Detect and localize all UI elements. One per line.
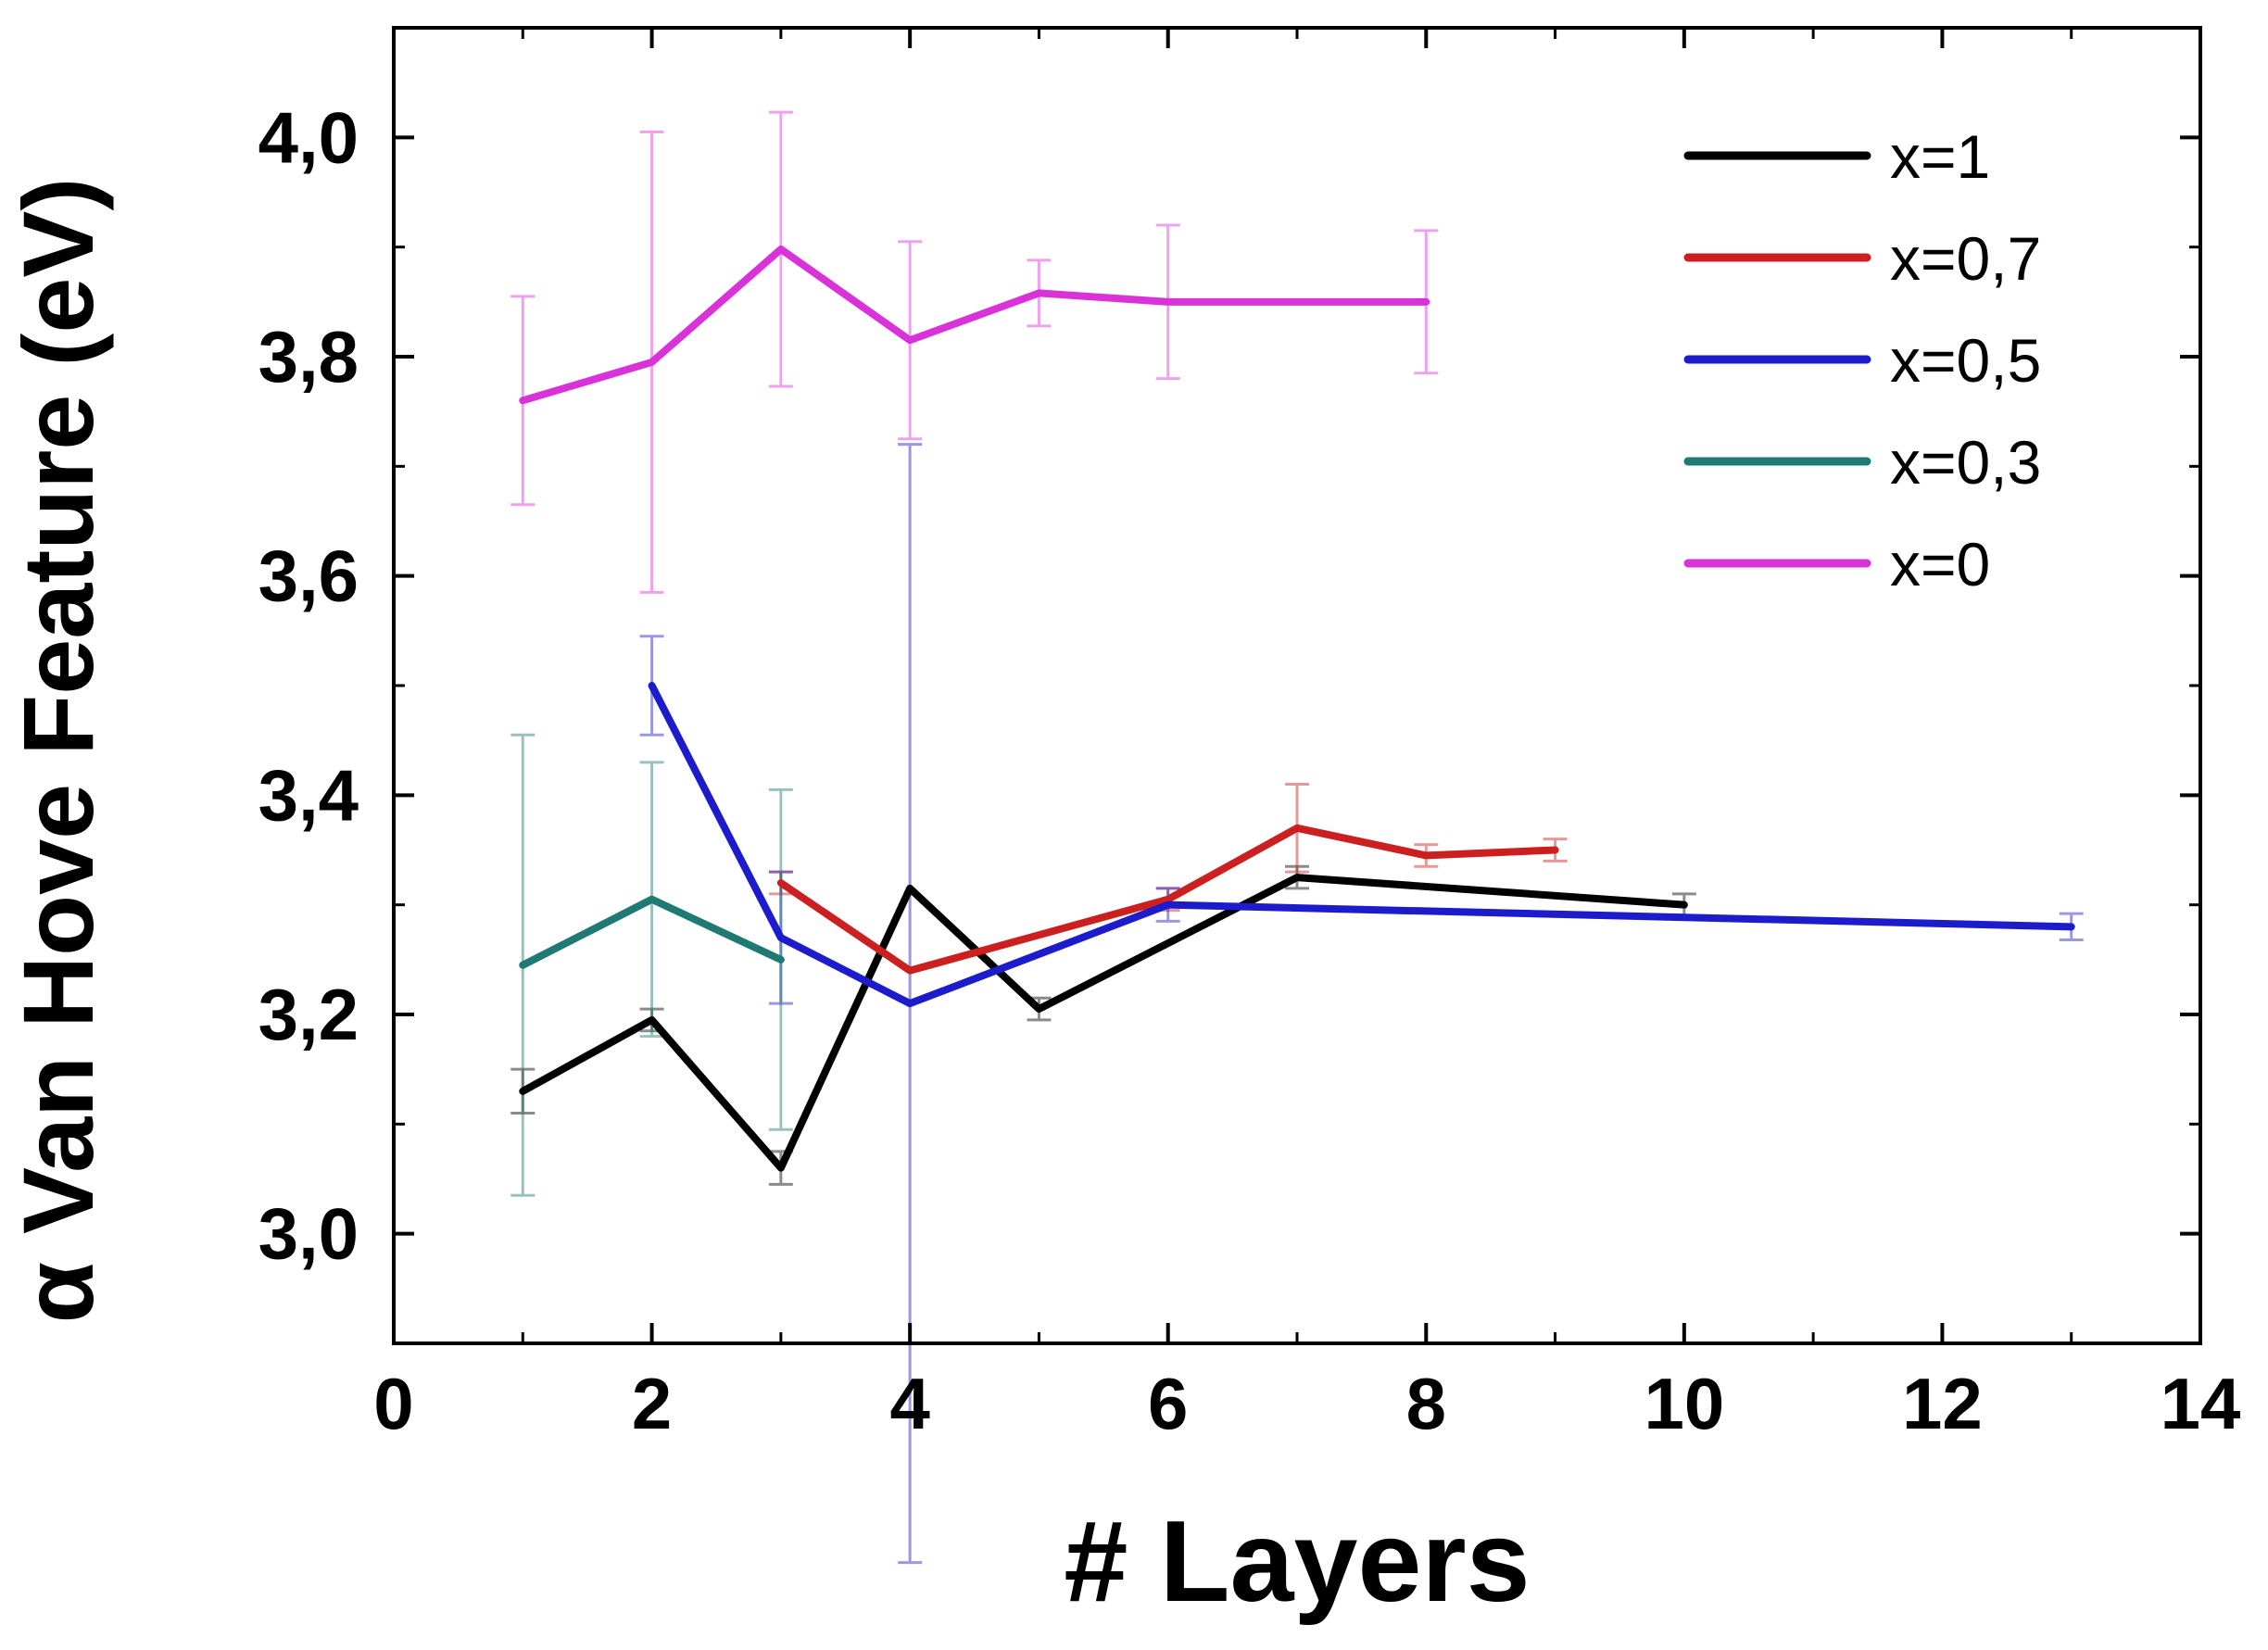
y-tick-label: 3,2 xyxy=(258,974,359,1055)
series-line xyxy=(776,824,1559,975)
legend-label: x=0,5 xyxy=(1890,326,2041,395)
x-tick-label: 12 xyxy=(1902,1363,1983,1444)
x-tick-label: 4 xyxy=(889,1363,929,1444)
x-axis-title: # Layers xyxy=(1064,1498,1530,1626)
axis-ticks xyxy=(392,28,2202,1345)
y-tick-label: 4,0 xyxy=(258,96,359,178)
y-axis-title: α Van Hove Feature (eV) xyxy=(2,178,114,1324)
series-line xyxy=(519,895,785,969)
series-lines-layer xyxy=(519,246,2075,1172)
y-tick-label: 3,6 xyxy=(258,535,359,617)
x-tick-label: 10 xyxy=(1644,1363,1724,1444)
y-tick-label: 3,4 xyxy=(258,754,359,836)
legend-label: x=1 xyxy=(1890,122,1990,191)
x-tick-label: 2 xyxy=(632,1363,672,1444)
legend-label: x=0 xyxy=(1890,530,1990,598)
series-line xyxy=(648,682,2075,1008)
x-tick-label: 0 xyxy=(373,1363,413,1444)
x-tick-label: 14 xyxy=(2161,1363,2241,1444)
y-tick-label: 3,8 xyxy=(258,316,359,397)
legend-label: x=0,7 xyxy=(1890,224,2041,293)
x-tick-label: 6 xyxy=(1148,1363,1188,1444)
x-tick-label: 8 xyxy=(1406,1363,1446,1444)
series-line xyxy=(519,874,1688,1172)
legend-label: x=0,3 xyxy=(1890,428,2041,497)
y-tick-label: 3,0 xyxy=(258,1193,359,1275)
series-line xyxy=(519,246,1430,405)
tick-labels: 0 2 4 6 8 10 12 14 3,0 3,2 3,4 3,6 3,8 4,0 xyxy=(258,96,2241,1444)
legend: x=1 x=0,7 x=0,5 x=0,3 x=0 xyxy=(1683,122,2041,598)
